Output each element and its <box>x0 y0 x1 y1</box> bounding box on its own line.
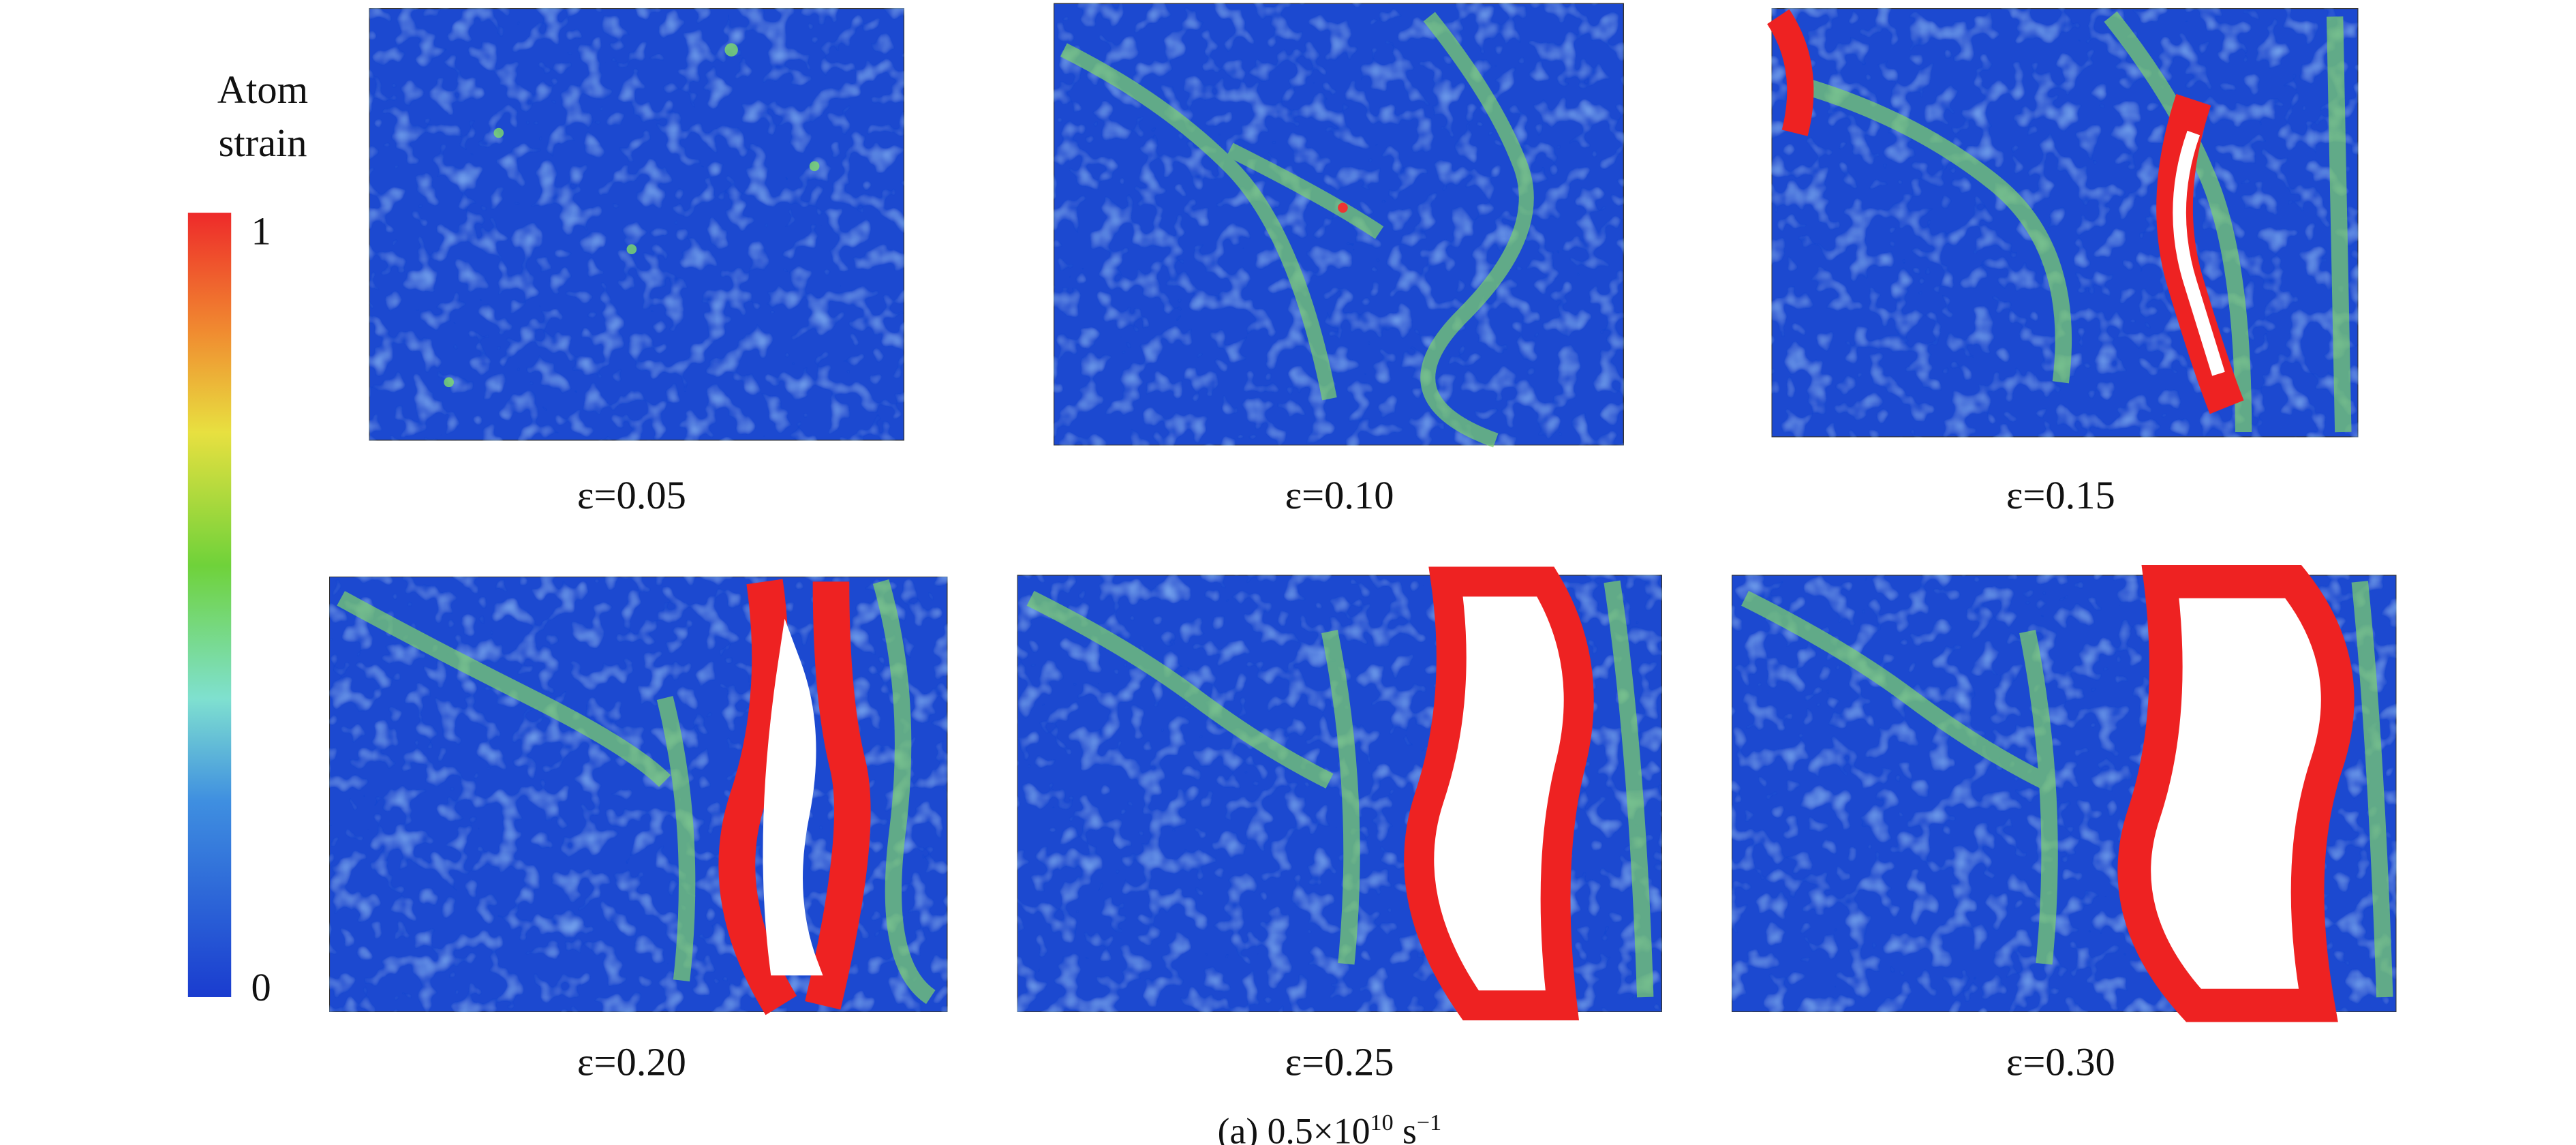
colorbar-max: 1 <box>251 209 271 253</box>
panel <box>328 576 949 1016</box>
shear-band <box>1741 581 2393 998</box>
shear-band <box>1060 12 1534 448</box>
crack <box>1766 9 1814 136</box>
strain-map <box>1053 2 1625 446</box>
colorbar-title: strain <box>219 121 307 165</box>
crack <box>718 579 871 1016</box>
panel-label: ε=0.15 <box>2006 473 2115 517</box>
shear-band <box>337 579 936 1005</box>
strain-spots <box>444 43 820 388</box>
crack <box>1404 566 1594 1021</box>
caption-prefix: (a) 0.5×10 <box>1218 1111 1370 1145</box>
shear-band <box>1792 11 2352 433</box>
caption-unit-exponent: −1 <box>1417 1110 1441 1135</box>
shear-band <box>1026 580 1654 998</box>
colorbar-title: Atom <box>217 67 308 112</box>
panel-label: ε=0.10 <box>1285 473 1394 517</box>
panel <box>368 7 905 442</box>
colorbar-min: 0 <box>251 965 271 1009</box>
panel <box>1731 565 2397 1022</box>
colorbar <box>187 213 232 997</box>
caption: (a) 0.5×1010 s−1 <box>1218 1110 1442 1145</box>
strain-spot <box>1338 202 1348 213</box>
strain-map <box>368 7 905 442</box>
crack <box>2117 565 2355 1022</box>
panel-label: ε=0.30 <box>2006 1040 2115 1084</box>
panel-label: ε=0.25 <box>1285 1040 1394 1084</box>
panel <box>1766 7 2359 438</box>
caption-exponent: 10 <box>1370 1110 1394 1135</box>
panel-label: ε=0.05 <box>577 473 686 517</box>
void <box>2173 130 2225 376</box>
panel <box>1053 2 1625 448</box>
panel <box>1016 566 1663 1021</box>
caption-unit: s <box>1394 1111 1417 1145</box>
panel-label: ε=0.20 <box>577 1040 686 1084</box>
void <box>763 618 823 976</box>
